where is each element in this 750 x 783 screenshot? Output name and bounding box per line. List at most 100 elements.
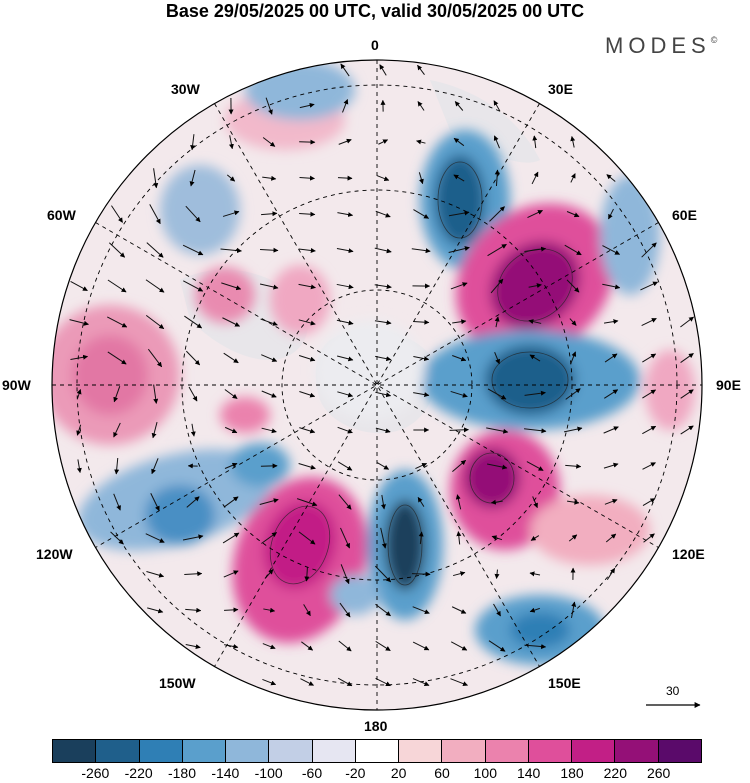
wind-vector bbox=[222, 317, 241, 327]
wind-vector bbox=[375, 640, 391, 652]
wind-vector bbox=[298, 283, 316, 290]
wind-vector bbox=[147, 348, 163, 368]
contour bbox=[387, 504, 423, 586]
colorbar-tick-label: 180 bbox=[560, 765, 584, 781]
wind-vector bbox=[224, 462, 238, 469]
wind-vector bbox=[149, 204, 161, 225]
wind-vector bbox=[374, 320, 392, 326]
wind-vector bbox=[566, 279, 580, 293]
wind-vector bbox=[183, 280, 204, 292]
wind-vector bbox=[563, 426, 583, 433]
wind-vector bbox=[298, 463, 316, 470]
wind-vector bbox=[680, 425, 694, 435]
anomaly-blob bbox=[645, 350, 695, 430]
wind-vector bbox=[490, 278, 504, 294]
wind-vector bbox=[487, 388, 507, 400]
map-border bbox=[51, 59, 703, 711]
wind-vector bbox=[262, 175, 277, 181]
wind-vector bbox=[603, 426, 619, 434]
colorbar-tick-label: -260 bbox=[81, 765, 110, 781]
wind-vector bbox=[603, 462, 619, 469]
wind-vector bbox=[338, 494, 352, 510]
lon-label-60w: 60W bbox=[47, 207, 76, 223]
wind-vector bbox=[113, 493, 121, 511]
colorbar-segment bbox=[485, 740, 529, 762]
wind-vector bbox=[111, 205, 123, 223]
wind-vector bbox=[450, 390, 468, 398]
wind-vector bbox=[185, 205, 201, 223]
wind-vector bbox=[524, 246, 547, 252]
wind-vector bbox=[299, 175, 315, 181]
wind-vector bbox=[70, 280, 88, 292]
wind-vector bbox=[107, 316, 128, 328]
wind-vector bbox=[76, 424, 82, 436]
wind-vector bbox=[452, 319, 467, 325]
wind-vector bbox=[417, 496, 425, 507]
wind-vector bbox=[526, 461, 544, 471]
wind-vector bbox=[224, 426, 238, 434]
colorbar-segment bbox=[312, 740, 356, 762]
wind-vector bbox=[494, 169, 500, 187]
wind-vector bbox=[490, 499, 503, 505]
wind-vector bbox=[412, 641, 430, 651]
wind-vector bbox=[491, 535, 503, 541]
wind-vector bbox=[455, 494, 462, 510]
wind-vector bbox=[259, 247, 279, 253]
colorbar-tick-label: 60 bbox=[434, 765, 450, 781]
wind-vector bbox=[151, 458, 159, 475]
wind-vector bbox=[340, 63, 350, 77]
wind-vector bbox=[493, 603, 501, 617]
wind-vector bbox=[377, 175, 390, 181]
colorbar-tick-label: -140 bbox=[211, 765, 240, 781]
wind-vector bbox=[224, 389, 238, 399]
map-field bbox=[52, 60, 702, 710]
anomaly-blob bbox=[530, 495, 650, 565]
wind-vector bbox=[300, 678, 314, 686]
wind-vector bbox=[337, 212, 354, 218]
wind-vector bbox=[567, 499, 580, 505]
wind-vector bbox=[642, 498, 656, 506]
anomaly-blob bbox=[510, 612, 570, 648]
wind-vector bbox=[337, 461, 353, 471]
lon-label-60e: 60E bbox=[672, 207, 697, 223]
colorbar-tick-label: -220 bbox=[124, 765, 153, 781]
wind-vector bbox=[606, 174, 616, 182]
wind-vector bbox=[223, 570, 239, 578]
lon-label-90w: 90W bbox=[2, 377, 31, 393]
anomaly-blob bbox=[72, 335, 148, 415]
wind-vector bbox=[189, 169, 196, 187]
wind-vector bbox=[338, 640, 352, 652]
wind-vector bbox=[220, 248, 242, 254]
anomaly-blob bbox=[435, 155, 485, 245]
wind-vector bbox=[69, 319, 89, 326]
brand-name: MODES bbox=[605, 33, 711, 58]
colorbar-tick-label: -60 bbox=[301, 765, 323, 781]
wind-vector bbox=[340, 564, 350, 585]
wind-vector bbox=[76, 389, 82, 399]
wind-vector bbox=[298, 355, 316, 362]
wind-vector bbox=[301, 641, 314, 651]
wind-vector bbox=[531, 171, 539, 185]
wind-vector bbox=[296, 498, 318, 507]
wind-vector bbox=[340, 527, 350, 549]
colorbar-segment bbox=[442, 740, 486, 762]
wind-vector bbox=[603, 319, 619, 325]
colorbar-segment bbox=[226, 740, 270, 762]
wind-vector bbox=[374, 565, 392, 583]
wind-vector bbox=[377, 462, 390, 470]
wind-vector bbox=[70, 354, 89, 360]
wind-vectors bbox=[69, 63, 694, 687]
wind-vector bbox=[456, 531, 462, 545]
wind-vector bbox=[450, 678, 468, 687]
wind-vector bbox=[524, 390, 546, 396]
wind-vector bbox=[107, 351, 127, 365]
wind-vector bbox=[228, 135, 234, 150]
wind-vector bbox=[417, 64, 425, 75]
wind-vector bbox=[680, 353, 694, 363]
wind-vector bbox=[453, 137, 465, 147]
colorbar-segment bbox=[355, 740, 400, 762]
wind-vector bbox=[107, 279, 127, 293]
colorbar-segment bbox=[53, 740, 97, 762]
colorbar-tick-label: -20 bbox=[345, 765, 366, 781]
